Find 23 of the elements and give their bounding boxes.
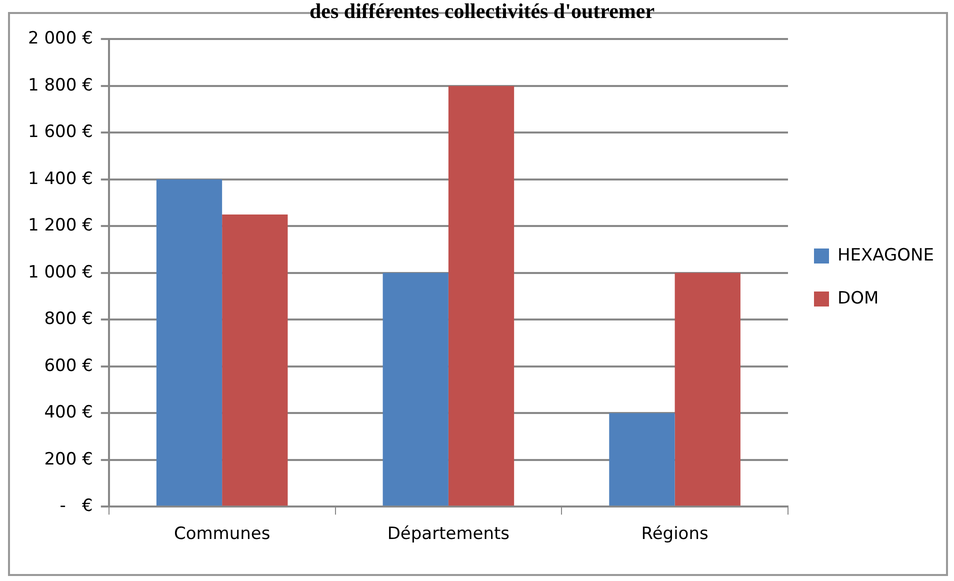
y-tick-label: 2 000 € [28, 28, 93, 49]
x-tick-label: Communes [174, 524, 270, 544]
legend-label: HEXAGONE [837, 245, 934, 266]
bar [674, 272, 740, 506]
y-tick-label: 1 200 € [28, 216, 93, 236]
y-tick-label: - € [60, 496, 93, 516]
bar [448, 86, 514, 506]
x-tick-label: Régions [641, 524, 708, 544]
y-tick-label: 1 400 € [28, 168, 93, 189]
y-tick-label: 1 800 € [28, 75, 93, 96]
y-tick-label: 200 € [44, 449, 93, 470]
x-tick-label: Départements [387, 524, 510, 544]
bar [382, 272, 448, 506]
bar [222, 214, 288, 506]
y-tick-label: 600 € [44, 356, 93, 376]
legend-label: DOM [837, 288, 879, 308]
chart-title: des différentes collectivités d'outremer [309, 0, 655, 24]
bar [156, 179, 222, 506]
y-tick-label: 400 € [44, 402, 93, 423]
y-tick-label: 1 000 € [28, 262, 93, 282]
y-tick-label: 800 € [44, 309, 93, 330]
bar [609, 413, 675, 506]
y-tick-label: 1 600 € [28, 122, 93, 142]
